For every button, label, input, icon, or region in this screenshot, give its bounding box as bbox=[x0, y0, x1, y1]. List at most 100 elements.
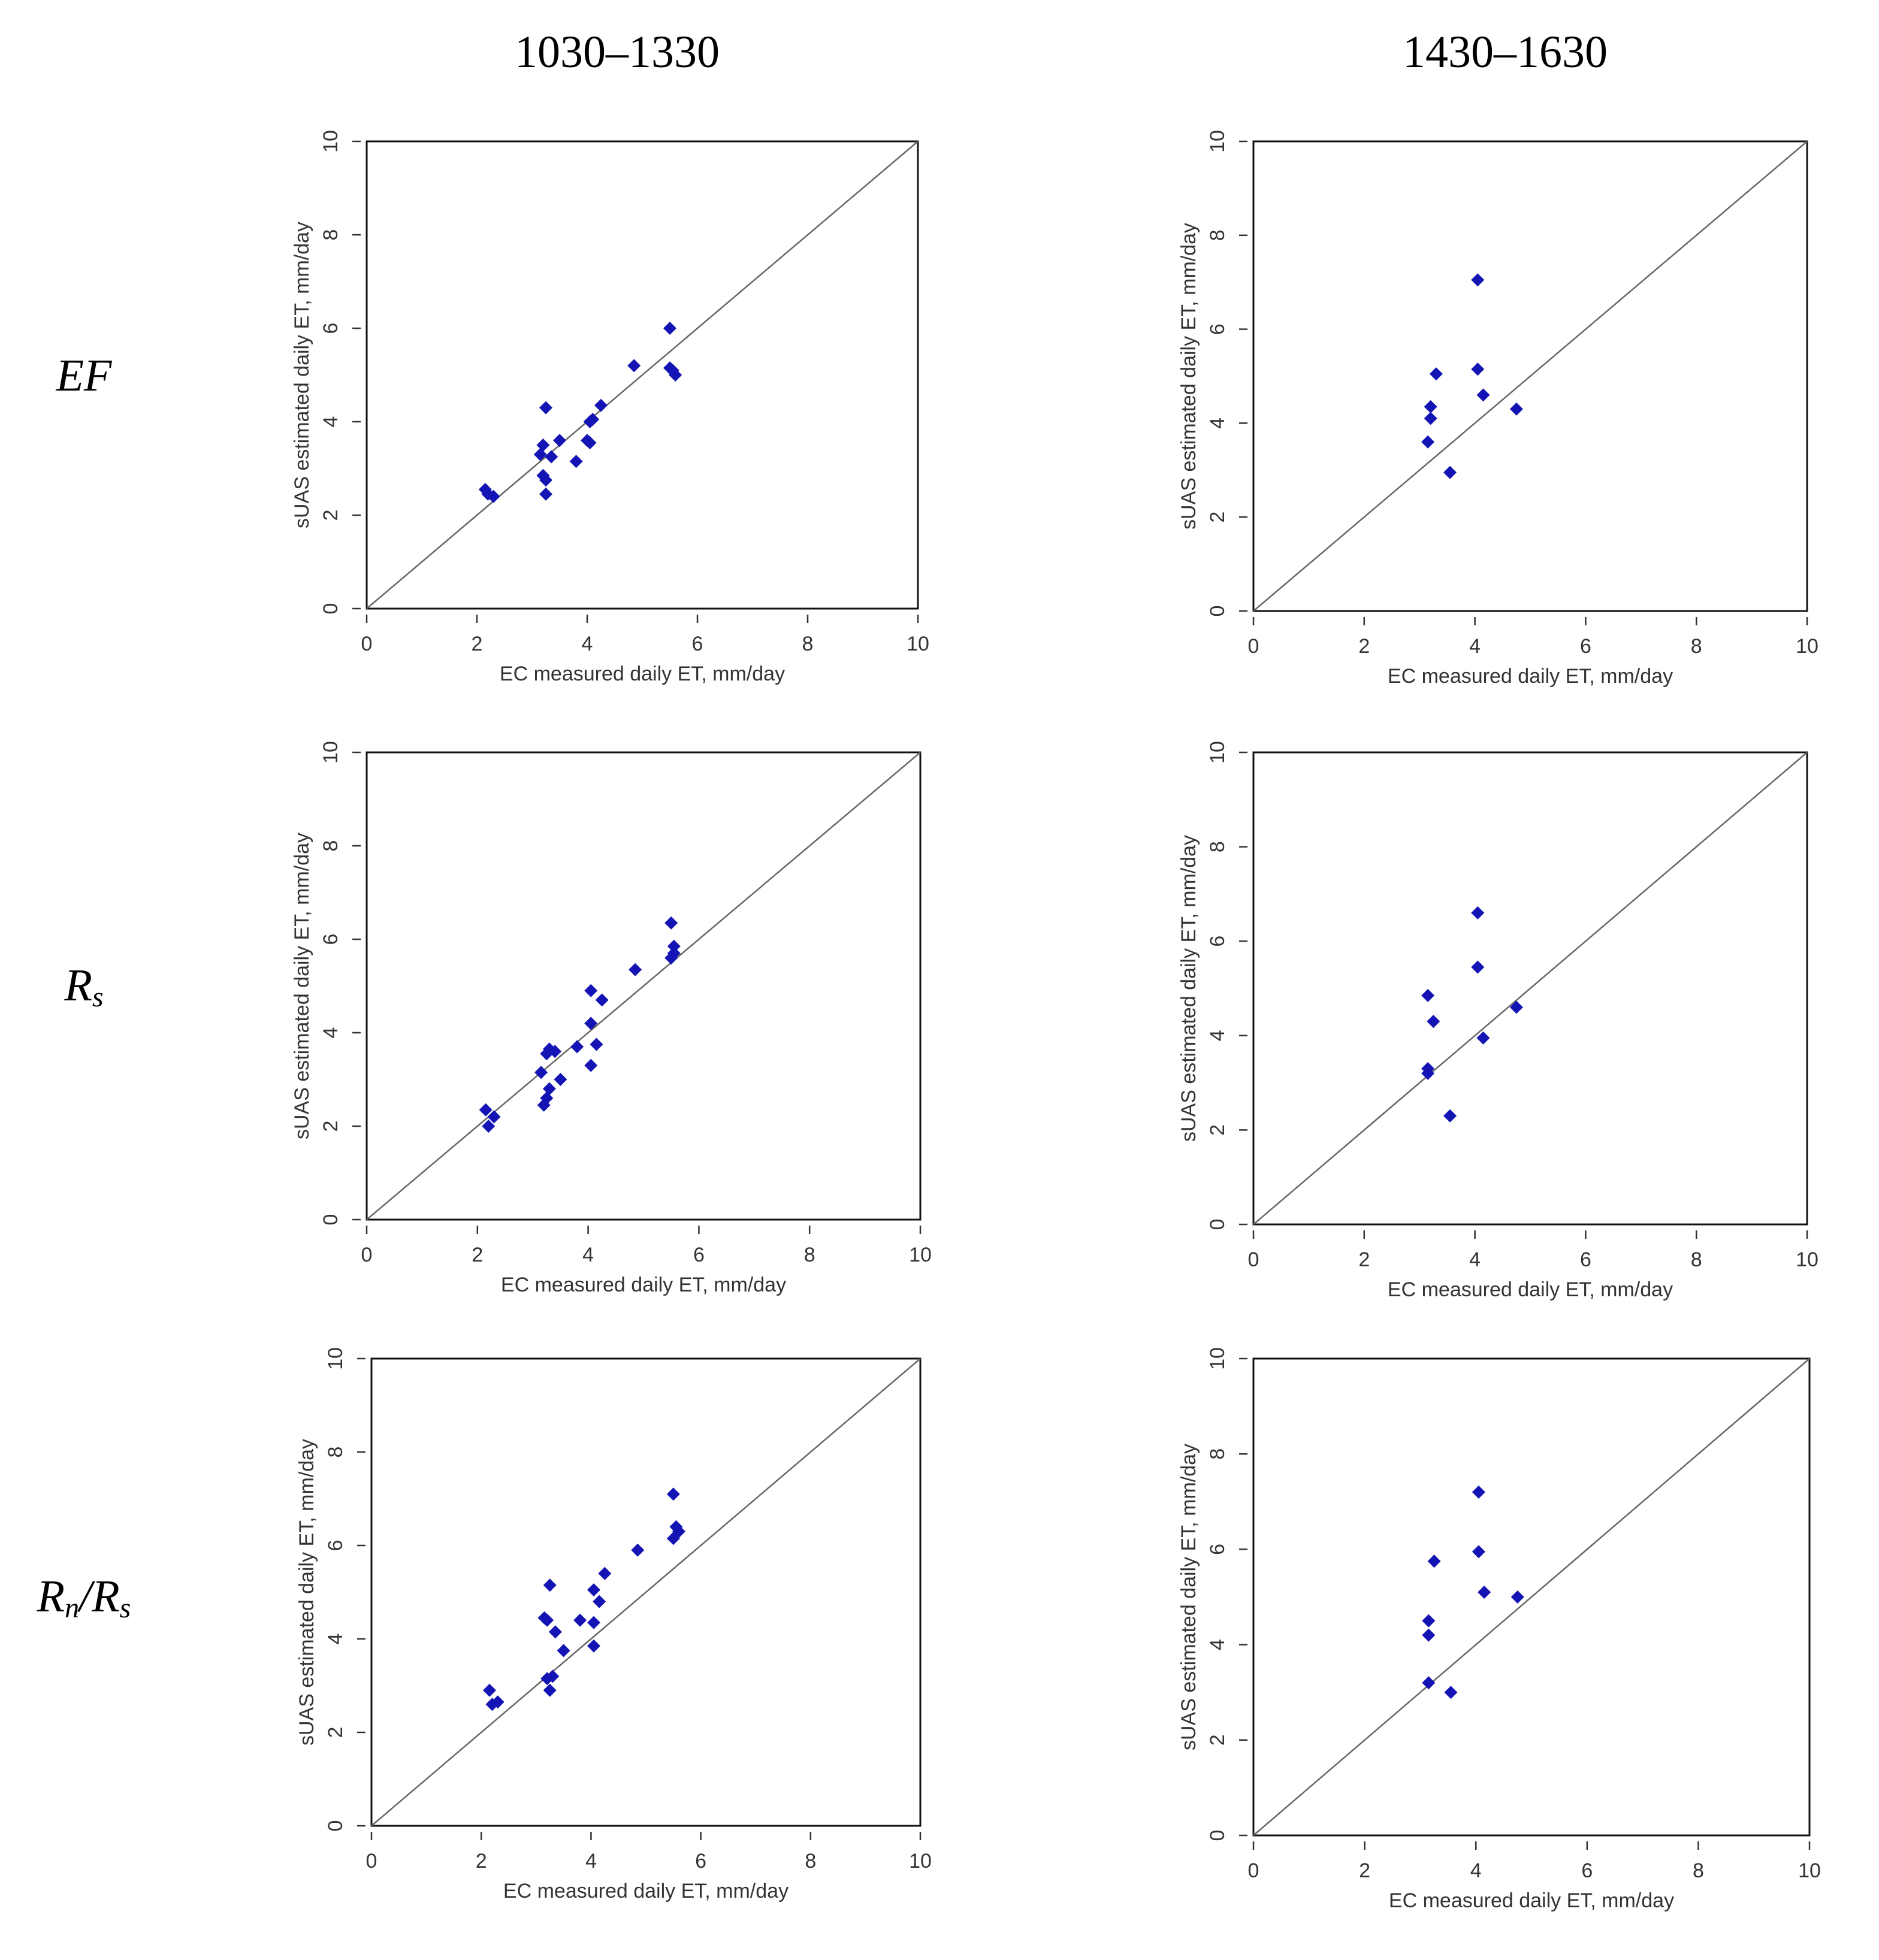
data-point bbox=[627, 359, 641, 373]
data-point bbox=[663, 322, 676, 335]
data-point bbox=[587, 1616, 600, 1629]
data-point bbox=[666, 1487, 680, 1501]
plot-frame bbox=[1252, 751, 1808, 1226]
y-tick-label: 10 bbox=[1206, 741, 1229, 764]
data-point bbox=[479, 1103, 493, 1117]
data-point bbox=[482, 1120, 496, 1133]
data-point bbox=[543, 1578, 557, 1592]
data-point bbox=[482, 1683, 496, 1697]
x-tick-label: 4 bbox=[582, 1244, 594, 1266]
data-point bbox=[539, 487, 552, 501]
x-tick-label: 4 bbox=[1469, 635, 1481, 658]
data-point bbox=[557, 1644, 570, 1657]
y-tick-label: 0 bbox=[1206, 1830, 1229, 1841]
y-tick-label: 6 bbox=[1206, 936, 1229, 947]
x-tick-label: 10 bbox=[907, 633, 929, 655]
x-axis-label: EC measured daily ET, mm/day bbox=[500, 663, 785, 685]
data-point bbox=[1509, 1000, 1523, 1014]
scatter-panels: 0 2 4 6 8 10 0 2 4 6 8 10 EC measured daily ET, mm/d… bbox=[291, 130, 1821, 1912]
x-tick-label: 10 bbox=[1796, 635, 1818, 658]
data-point bbox=[534, 1066, 548, 1079]
y-tick-label: 2 bbox=[319, 510, 342, 521]
data-point bbox=[540, 1613, 554, 1627]
x-tick-label: 4 bbox=[582, 633, 593, 655]
y-tick-label: 0 bbox=[324, 1820, 347, 1832]
y-tick-label: 10 bbox=[319, 130, 342, 153]
x-tick-label: 2 bbox=[1358, 635, 1370, 658]
y-tick-label: 2 bbox=[1206, 1124, 1229, 1136]
y-tick-label: 4 bbox=[324, 1634, 347, 1645]
x-tick-label: 8 bbox=[1693, 1859, 1704, 1882]
row-label-rs: Rs bbox=[64, 960, 103, 1013]
data-point bbox=[629, 963, 642, 976]
y-tick-label: 6 bbox=[1206, 323, 1229, 335]
x-axis-label: EC measured daily ET, mm/day bbox=[501, 1274, 786, 1296]
data-point bbox=[1427, 1015, 1440, 1029]
x-tick-label: 8 bbox=[805, 1850, 816, 1873]
data-point bbox=[1421, 435, 1435, 449]
x-axis-label: EC measured daily ET, mm/day bbox=[1388, 1278, 1673, 1301]
data-point bbox=[1478, 1586, 1491, 1599]
plot-frame bbox=[370, 1357, 922, 1827]
data-point bbox=[1427, 1554, 1441, 1568]
x-tick-label: 10 bbox=[909, 1850, 932, 1873]
y-tick-label: 6 bbox=[1206, 1544, 1229, 1555]
one-to-one-line bbox=[1253, 141, 1808, 612]
x-tick-label: 10 bbox=[1798, 1859, 1821, 1882]
y-tick-label: 4 bbox=[1206, 1030, 1229, 1041]
scatter-panel-2: 0 2 4 6 8 10 0 2 4 6 8 10 EC measured daily ET, mm/d… bbox=[1177, 130, 1818, 688]
y-tick-label: 6 bbox=[319, 323, 342, 334]
data-point bbox=[1471, 362, 1485, 376]
y-tick-label: 8 bbox=[1206, 1448, 1229, 1460]
y-tick-label: 10 bbox=[319, 741, 342, 764]
x-tick-label: 4 bbox=[1469, 1248, 1481, 1271]
y-axis-label: sUAS estimated daily ET, mm/day bbox=[291, 833, 313, 1139]
data-point bbox=[667, 939, 681, 953]
x-tick-label: 0 bbox=[1248, 1859, 1259, 1882]
y-axis-label: sUAS estimated daily ET, mm/day bbox=[1177, 835, 1200, 1142]
data-point bbox=[545, 450, 558, 464]
y-tick-label: 4 bbox=[319, 1027, 342, 1039]
one-to-one-line bbox=[1253, 1358, 1810, 1836]
data-point bbox=[587, 1583, 600, 1597]
data-point bbox=[1443, 465, 1457, 479]
data-point bbox=[1421, 988, 1435, 1002]
y-tick-label: 4 bbox=[1206, 1639, 1229, 1650]
x-tick-label: 6 bbox=[692, 633, 703, 655]
data-point bbox=[539, 401, 552, 415]
data-point bbox=[584, 1017, 598, 1030]
data-point bbox=[664, 916, 678, 930]
data-point bbox=[1444, 1686, 1458, 1699]
data-point bbox=[1471, 273, 1485, 287]
data-point bbox=[1422, 1628, 1436, 1642]
y-tick-label: 4 bbox=[319, 416, 342, 428]
data-point bbox=[584, 1058, 598, 1072]
x-tick-label: 8 bbox=[804, 1244, 815, 1266]
one-to-one-line bbox=[366, 752, 921, 1220]
data-point bbox=[539, 473, 552, 487]
scatter-panel-4: 0 2 4 6 8 10 0 2 4 6 8 10 EC measured daily ET, mm/d… bbox=[1177, 741, 1818, 1301]
y-axis-label: sUAS estimated daily ET, mm/day bbox=[291, 222, 313, 528]
y-tick-label: 2 bbox=[324, 1727, 347, 1738]
y-tick-label: 0 bbox=[1206, 606, 1229, 617]
y-tick-label: 10 bbox=[324, 1347, 347, 1370]
scatter-panel-5: 0 2 4 6 8 10 0 2 4 6 8 10 EC measured daily ET, mm/d… bbox=[295, 1347, 932, 1902]
data-point bbox=[584, 984, 598, 997]
data-point bbox=[536, 438, 550, 452]
scatter-panel-1: 0 2 4 6 8 10 0 2 4 6 8 10 EC measured daily ET, mm/d… bbox=[291, 130, 929, 685]
x-tick-label: 2 bbox=[1358, 1248, 1370, 1271]
x-tick-label: 8 bbox=[802, 633, 814, 655]
x-tick-label: 2 bbox=[472, 1244, 483, 1266]
data-point bbox=[542, 1082, 556, 1096]
y-tick-label: 10 bbox=[1206, 1347, 1229, 1370]
x-axis-label: EC measured daily ET, mm/day bbox=[503, 1880, 789, 1902]
scatter-panel-6: 0 2 4 6 8 10 0 2 4 6 8 10 EC measured daily ET, mm/d… bbox=[1177, 1347, 1821, 1912]
data-point bbox=[1424, 412, 1437, 425]
data-point bbox=[548, 1625, 562, 1639]
data-point bbox=[1511, 1590, 1524, 1604]
y-tick-label: 8 bbox=[1206, 229, 1229, 241]
x-tick-label: 0 bbox=[361, 633, 373, 655]
y-tick-label: 2 bbox=[1206, 1734, 1229, 1746]
x-tick-label: 0 bbox=[1248, 635, 1259, 658]
x-tick-label: 0 bbox=[366, 1850, 377, 1873]
